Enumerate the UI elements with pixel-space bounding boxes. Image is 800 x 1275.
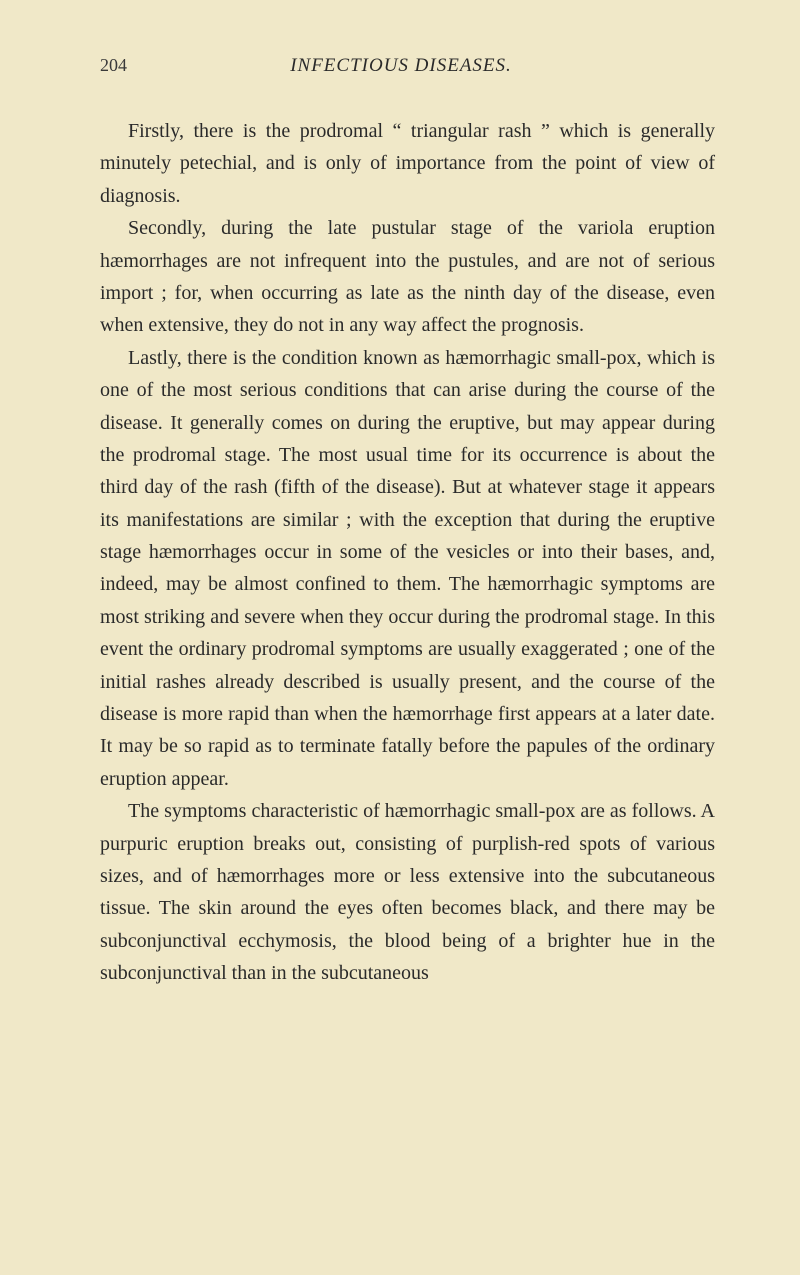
page-header: 204 INFECTIOUS DISEASES. <box>100 55 715 77</box>
body-text: Firstly, there is the prodromal “ triang… <box>100 115 715 990</box>
paragraph: Firstly, there is the prodromal “ triang… <box>100 115 715 212</box>
running-head: INFECTIOUS DISEASES. <box>87 55 715 77</box>
paragraph: Lastly, there is the condition known as … <box>100 342 715 795</box>
paragraph: The symptoms characteristic of hæmorrhag… <box>100 795 715 989</box>
paragraph: Secondly, during the late pustular stage… <box>100 212 715 342</box>
